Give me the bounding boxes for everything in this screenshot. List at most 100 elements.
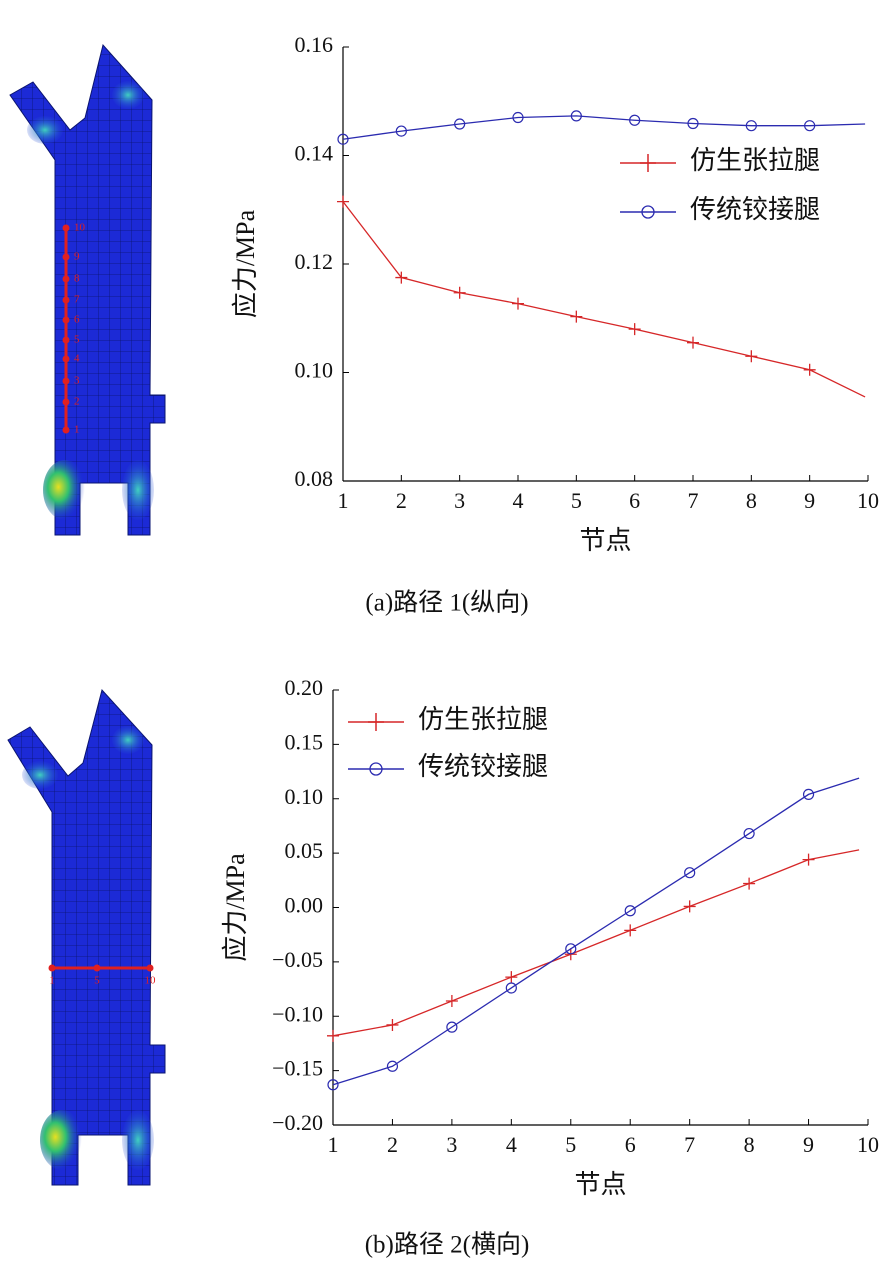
y-tick-label: −0.15	[272, 1056, 323, 1081]
x-tick-label: 2	[387, 1132, 398, 1157]
series-line	[332, 849, 860, 1037]
node-label: 7	[74, 294, 80, 306]
marker	[386, 1018, 399, 1031]
y-tick-label: 0.10	[285, 784, 324, 809]
x-axis-label: 节点	[579, 526, 631, 555]
marker	[570, 110, 582, 122]
marker	[745, 350, 758, 363]
marker	[453, 286, 466, 299]
marker	[804, 120, 816, 132]
x-tick-label: 8	[744, 1132, 755, 1157]
x-tick-label: 9	[803, 1132, 814, 1157]
y-tick-label: −0.05	[272, 947, 323, 972]
x-axis-label: 节点	[574, 1170, 626, 1199]
node-label: 5	[74, 334, 80, 346]
node-label: 5	[94, 975, 100, 987]
marker	[395, 125, 407, 137]
path-node	[93, 964, 101, 972]
x-tick-label: 7	[684, 1132, 695, 1157]
caption: (b)路径 2(横向)	[365, 1231, 530, 1259]
x-tick-label: 6	[629, 488, 640, 513]
y-tick-label: 0.08	[295, 466, 334, 491]
legend-label: 传统铰接腿	[690, 195, 820, 224]
y-tick-label: −0.10	[272, 1001, 323, 1026]
marker	[512, 111, 524, 124]
y-tick-label: 0.00	[285, 893, 324, 918]
node-label: 1	[74, 424, 80, 436]
x-tick-label: 10	[857, 1132, 879, 1157]
path-node	[62, 224, 70, 232]
marker	[570, 310, 583, 323]
y-tick-label: 0.05	[285, 838, 324, 863]
path-node	[62, 275, 70, 283]
marker	[337, 133, 349, 145]
marker	[803, 363, 816, 376]
path-node	[62, 355, 70, 363]
node-label: 4	[74, 353, 80, 365]
path-node	[48, 964, 56, 972]
series-line	[342, 201, 866, 398]
marker	[743, 827, 755, 840]
y-axis-label: 应力/MPa	[221, 853, 250, 962]
marker	[395, 271, 408, 284]
x-tick-label: 5	[571, 488, 582, 513]
y-tick-label: 0.10	[295, 358, 334, 383]
x-tick-label: 7	[688, 488, 699, 513]
marker	[624, 905, 636, 917]
series-line	[332, 777, 860, 1086]
marker	[802, 853, 815, 866]
legend-label: 传统铰接腿	[418, 752, 548, 781]
y-tick-label: 0.15	[285, 729, 324, 754]
x-tick-label: 5	[565, 1132, 576, 1157]
y-axis-label: 应力/MPa	[231, 209, 260, 318]
marker	[505, 971, 518, 984]
fe-model: 1 2 3 4 5 6 7 8 9 10	[9, 43, 166, 536]
node-label: 10	[145, 975, 157, 987]
node-label: 8	[74, 273, 80, 285]
marker	[327, 1079, 339, 1091]
marker	[683, 900, 696, 913]
marker	[745, 120, 757, 132]
marker	[445, 995, 458, 1008]
path-node	[62, 316, 70, 324]
marker	[743, 877, 756, 890]
path-node	[62, 336, 70, 344]
marker	[565, 943, 577, 955]
x-tick-label: 10	[857, 488, 879, 513]
y-tick-label: 0.14	[295, 141, 334, 166]
marker	[687, 117, 699, 130]
path-node	[62, 377, 70, 385]
legend-label: 仿生张拉腿	[690, 146, 820, 175]
x-tick-label: 3	[454, 488, 465, 513]
marker	[512, 297, 524, 310]
x-tick-label: 1	[338, 488, 349, 513]
marker	[386, 1060, 399, 1072]
marker	[684, 867, 696, 879]
path-node	[62, 426, 70, 434]
path-node	[62, 253, 70, 261]
path-node	[62, 296, 70, 304]
node-label: 9	[74, 251, 80, 263]
y-tick-label: −0.20	[272, 1110, 323, 1135]
series-line	[342, 115, 866, 140]
marker	[629, 114, 641, 126]
node-label: 10	[74, 222, 86, 234]
x-tick-label: 8	[746, 488, 757, 513]
caption: (a)路径 1(纵向)	[365, 589, 528, 617]
marker	[687, 336, 699, 349]
x-tick-label: 2	[396, 488, 407, 513]
legend-label: 仿生张拉腿	[418, 705, 548, 734]
x-tick-label: 1	[328, 1132, 339, 1157]
marker	[337, 195, 349, 208]
legend-marker	[368, 713, 384, 731]
x-tick-label: 4	[513, 488, 524, 513]
y-tick-label: 0.20	[285, 675, 324, 700]
legend-marker	[641, 205, 655, 219]
legend-marker	[369, 762, 383, 776]
marker	[454, 118, 466, 130]
fe-model: 1 5 10	[7, 688, 166, 1186]
x-tick-label: 9	[804, 488, 815, 513]
x-tick-label: 6	[625, 1132, 636, 1157]
marker	[624, 924, 637, 937]
